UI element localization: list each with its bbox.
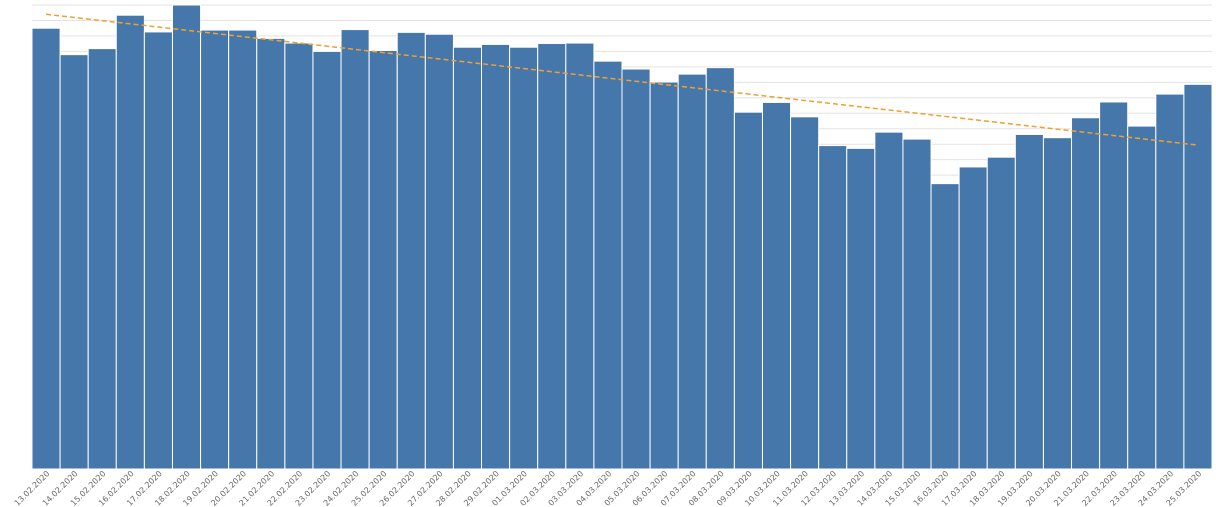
bar	[509, 46, 539, 470]
trendline-path	[45, 13, 1199, 146]
bar	[1127, 125, 1157, 470]
bar	[368, 49, 398, 470]
bar	[733, 111, 763, 470]
bar	[228, 29, 258, 470]
bar	[340, 29, 370, 470]
bar	[87, 48, 117, 470]
bar	[986, 156, 1016, 470]
bar	[59, 54, 89, 470]
bar	[424, 33, 454, 470]
x-axis-tick-labels: 13.02.202014.02.202015.02.202016.02.2020…	[13, 469, 1204, 507]
bar	[902, 138, 932, 470]
bar	[115, 14, 145, 470]
bar	[396, 31, 426, 470]
bar	[593, 60, 623, 470]
bar	[1099, 101, 1129, 470]
bar	[171, 4, 202, 470]
bar	[1183, 83, 1213, 470]
bar	[930, 183, 960, 470]
bar	[761, 101, 792, 470]
bar	[312, 50, 342, 470]
bar	[284, 42, 314, 470]
bar	[705, 67, 735, 470]
bar	[677, 73, 707, 470]
bar	[649, 81, 679, 470]
bars	[31, 4, 1213, 470]
bar	[481, 43, 511, 470]
bar	[621, 68, 651, 470]
bar	[200, 29, 230, 470]
bar	[1042, 137, 1073, 470]
bar	[790, 116, 820, 470]
bar	[846, 147, 876, 470]
bar	[818, 145, 848, 470]
bar	[143, 31, 173, 470]
bar	[537, 43, 567, 470]
bar	[565, 42, 595, 470]
bar	[1071, 117, 1101, 470]
bar	[958, 166, 988, 470]
bar	[1155, 93, 1185, 470]
bar	[256, 37, 286, 470]
bar	[1014, 133, 1044, 470]
bar	[874, 131, 904, 470]
bar	[452, 46, 483, 470]
trendline	[45, 13, 1199, 146]
bar	[31, 27, 61, 470]
